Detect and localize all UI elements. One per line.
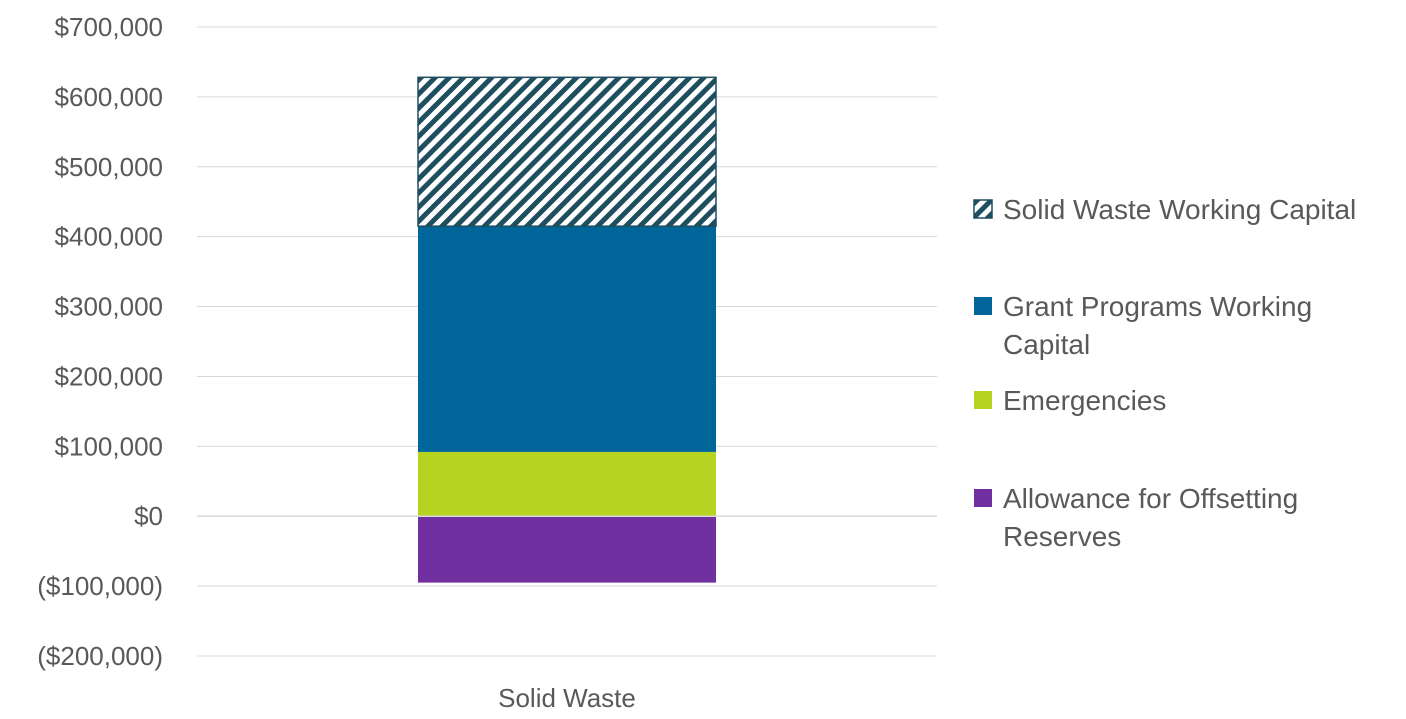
legend-label: Allowance for Offsetting Reserves bbox=[1003, 483, 1298, 552]
y-tick-label: $400,000 bbox=[55, 222, 163, 252]
y-tick-label: $700,000 bbox=[55, 12, 163, 42]
y-tick-label: $300,000 bbox=[55, 292, 163, 322]
y-tick-label: $0 bbox=[134, 501, 163, 531]
y-tick-label: ($100,000) bbox=[37, 571, 163, 601]
y-tick-label: $100,000 bbox=[55, 431, 163, 461]
y-tick-label: $600,000 bbox=[55, 82, 163, 112]
bar-segment-allowance-for-offsetting-reserves bbox=[418, 516, 716, 583]
legend-item-grant-programs-working-capital: Grant Programs Working Capital bbox=[974, 291, 1312, 360]
bar-segment-emergencies bbox=[418, 451, 716, 517]
bar-segment-grant-programs-working-capital bbox=[418, 226, 716, 452]
legend-label: Solid Waste Working Capital bbox=[1003, 194, 1356, 225]
legend-swatch bbox=[973, 199, 993, 219]
x-axis-tick-labels: Solid Waste bbox=[498, 683, 636, 713]
legend-item-allowance-for-offsetting-reserves: Allowance for Offsetting Reserves bbox=[974, 483, 1298, 552]
legend-item-emergencies: Emergencies bbox=[974, 385, 1166, 416]
legend-label: Grant Programs Working Capital bbox=[1003, 291, 1312, 360]
bar-segments bbox=[197, 76, 937, 583]
legend-item-solid-waste-working-capital: Solid Waste Working Capital bbox=[973, 194, 1356, 225]
legend: Solid Waste Working Capital Grant Program… bbox=[973, 194, 1356, 552]
x-tick-label: Solid Waste bbox=[498, 683, 636, 713]
y-tick-label: $200,000 bbox=[55, 361, 163, 391]
bar-segment-solid-waste-working-capital bbox=[417, 76, 717, 227]
legend-swatch bbox=[974, 489, 992, 507]
y-tick-label: ($200,000) bbox=[37, 641, 163, 671]
legend-swatch bbox=[974, 297, 992, 315]
legend-label: Emergencies bbox=[1003, 385, 1166, 416]
y-axis-tick-labels: $700,000 $600,000 $500,000 $400,000 $300,000… bbox=[37, 12, 163, 671]
y-tick-label: $500,000 bbox=[55, 152, 163, 182]
legend-swatch bbox=[974, 391, 992, 409]
